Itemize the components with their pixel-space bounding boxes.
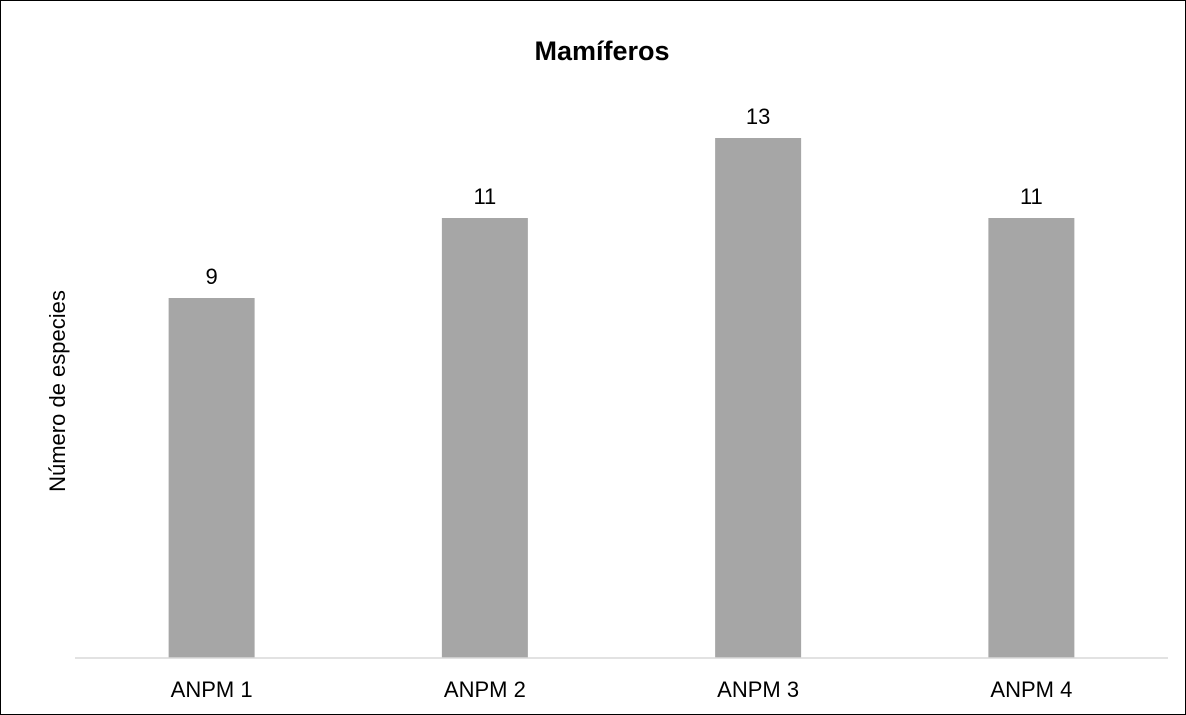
bars-group	[168, 138, 1075, 658]
x-tick-label-1: ANPM 1	[171, 677, 253, 702]
x-tick-label-4: ANPM 4	[990, 677, 1072, 702]
data-labels-group: 9 11 13 11	[206, 104, 1043, 289]
chart-title: Mamíferos	[534, 36, 669, 66]
data-label-4: 11	[1020, 184, 1043, 209]
data-label-1: 9	[206, 264, 218, 289]
bar-1	[168, 298, 255, 658]
data-label-2: 11	[473, 184, 496, 209]
bar-4	[988, 218, 1075, 658]
bar-2	[441, 218, 528, 658]
bar-3	[715, 138, 802, 658]
x-tick-labels-group: ANPM 1 ANPM 2 ANPM 3 ANPM 4	[171, 677, 1073, 702]
x-tick-label-2: ANPM 2	[444, 677, 526, 702]
x-tick-label-3: ANPM 3	[717, 677, 799, 702]
data-label-3: 13	[746, 104, 770, 129]
y-axis-label: Número de especies	[45, 290, 70, 492]
